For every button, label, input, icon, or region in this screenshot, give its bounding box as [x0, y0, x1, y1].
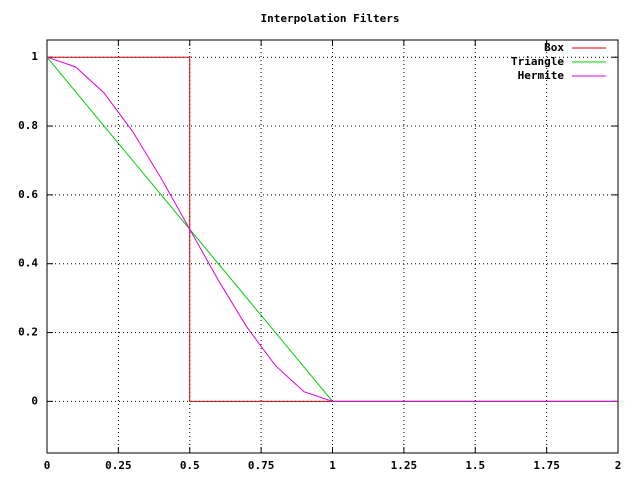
x-tick-label: 0.75: [248, 459, 275, 472]
y-tick-label: 0.2: [18, 326, 38, 339]
x-tick-label: 1.5: [465, 459, 485, 472]
y-tick-label: 0.4: [18, 257, 38, 270]
x-tick-label: 0.5: [180, 459, 200, 472]
legend-label: Box: [544, 41, 564, 54]
series-line: [46, 56, 618, 402]
y-tick-label: 1: [31, 50, 38, 63]
x-tick-label: 1: [329, 459, 336, 472]
y-tick-label: 0: [31, 394, 38, 407]
y-tick-label: 0.8: [18, 119, 38, 132]
x-tick-label: 0.25: [105, 459, 132, 472]
y-tick-label: 0.6: [18, 188, 38, 201]
legend-label: Hermite: [518, 69, 565, 82]
plot-border: [46, 39, 619, 454]
x-tick-label: 0: [44, 459, 51, 472]
legend-label: Triangle: [511, 55, 564, 68]
chart-title: Interpolation Filters: [260, 12, 399, 25]
x-tick-label: 1.75: [533, 459, 560, 472]
x-tick-label: 2: [615, 459, 622, 472]
x-tick-label: 1.25: [391, 459, 418, 472]
